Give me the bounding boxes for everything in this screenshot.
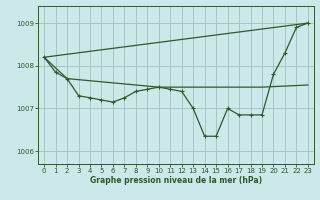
X-axis label: Graphe pression niveau de la mer (hPa): Graphe pression niveau de la mer (hPa) <box>90 176 262 185</box>
